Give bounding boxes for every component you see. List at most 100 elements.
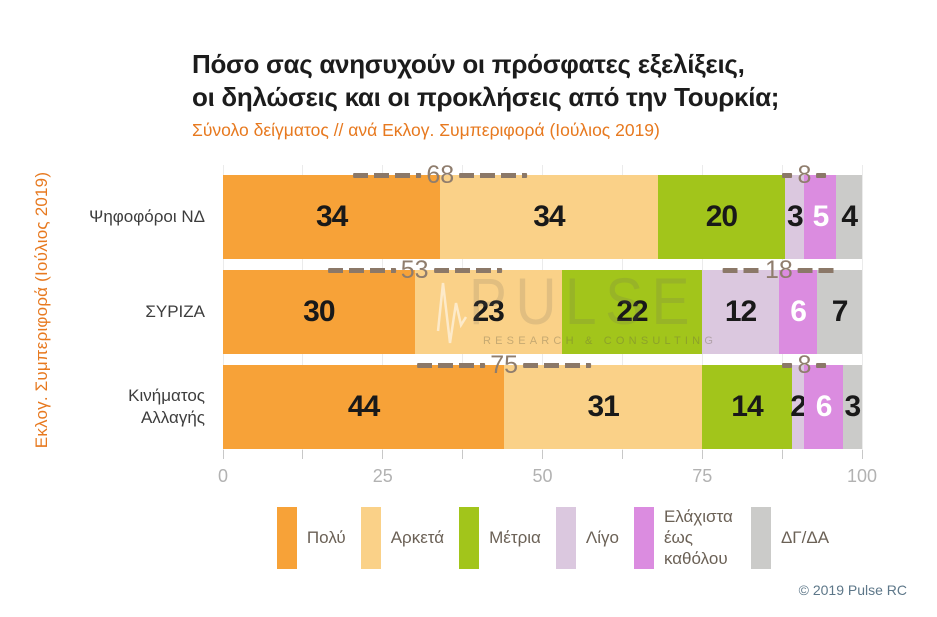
bar-segment: 4: [836, 175, 862, 259]
bar-segment: 3: [842, 365, 862, 449]
legend-label: Μέτρια: [489, 528, 541, 547]
axis-tick-label: 75: [692, 466, 713, 486]
segment-value: 6: [815, 390, 833, 423]
annotation-value: 8: [797, 350, 812, 379]
copyright-note: © 2019 Pulse RC: [798, 582, 907, 598]
bar-segment: 22: [561, 270, 703, 354]
axis-tick: [382, 450, 384, 459]
bar-segment: 30: [223, 270, 415, 354]
gridline: [861, 165, 863, 450]
annotation-dash: [797, 267, 836, 273]
annotation-dash: [782, 362, 793, 368]
legend-swatch: [750, 506, 771, 569]
sum-annotation: 53: [327, 255, 502, 285]
title-block: Πόσο σας ανησυχούν οι πρόσφατες εξελίξει…: [192, 48, 779, 141]
annotation-dash: [327, 267, 396, 273]
chart-title-line2: οι δηλώσεις και οι προκλήσεις από την Το…: [192, 82, 780, 112]
segment-value: 12: [724, 295, 757, 328]
legend-item: Λίγο: [555, 506, 619, 569]
segment-value: 5: [812, 200, 830, 233]
sum-annotation: 18: [722, 255, 836, 285]
bar-segment: 31: [504, 365, 703, 449]
axis-tick-label: 25: [372, 466, 393, 486]
heartbeat-icon: [435, 273, 469, 352]
sum-annotation: 8: [782, 350, 827, 380]
segment-value: 2: [790, 390, 807, 423]
legend-label: ΔΓ/ΔΑ: [780, 528, 830, 547]
annotation-dash: [433, 267, 502, 273]
annotation-dash: [782, 172, 793, 178]
segment-value: 44: [347, 390, 380, 423]
segment-value: 6: [790, 295, 807, 328]
legend-swatch: [555, 506, 576, 569]
bar-row: Κινήματος Αλλαγής 44 31 14 2 6 3 75 8: [128, 352, 862, 449]
annotation-dash: [523, 362, 592, 368]
legend-item: Μέτρια: [459, 506, 541, 569]
bar-row: Ψηφοφόροι ΝΔ 34 34 20 3 5 4 68 8: [89, 162, 862, 259]
axis-tick: [621, 450, 623, 459]
segment-value: 22: [616, 295, 648, 328]
axis-tick-label: 0: [217, 466, 229, 486]
segment-value: 14: [731, 390, 763, 423]
sum-annotation: 68: [353, 160, 528, 190]
bar-rows: Ψηφοφόροι ΝΔ 34 34 20 3 5 4 68 8 ΣΥΡΙΖΑ 30 23 22 12 6 7…: [89, 162, 862, 449]
legend-swatch: [276, 506, 297, 569]
chart-subtitle: Σύνολο δείγματος // ανά Εκλογ. Συμπεριφο…: [192, 120, 660, 140]
plot-area: PULSE RESEARCH & CONSULTING Ψηφοφόροι ΝΔ…: [89, 162, 877, 495]
x-axis: 0 25 50 75 100: [218, 450, 877, 495]
annotation-value: 53: [400, 255, 429, 284]
legend-label: Λίγο: [585, 528, 619, 547]
annotation-value: 75: [490, 350, 519, 379]
legend-swatch: [360, 506, 381, 569]
legend-label: Ελάχιστα έως καθόλου: [663, 507, 733, 568]
segment-value: 3: [787, 200, 804, 233]
segment-value: 4: [841, 200, 858, 233]
legend-item: ΔΓ/ΔΑ: [750, 506, 830, 569]
legend-item: Ελάχιστα έως καθόλου: [633, 506, 736, 569]
watermark-tagline: RESEARCH & CONSULTING: [483, 335, 718, 347]
legend: Πολύ Αρκετά Μέτρια Λίγο Ελάχιστα έως καθόλου…: [223, 506, 883, 569]
category-label: Κινήματος Αλλαγής: [128, 386, 205, 427]
y-axis-title: Εκλογ. Συμπεριφορά (Ιούλιος 2019): [32, 171, 51, 449]
annotation-dash: [816, 172, 827, 178]
bar-segment: 7: [817, 270, 862, 354]
bar-segment: 6: [778, 270, 818, 354]
segment-value: 7: [831, 295, 849, 328]
axis-tick: [222, 450, 224, 459]
annotation-value: 68: [426, 160, 455, 189]
bar-segment: 44: [223, 365, 505, 449]
legend-label: Αρκετά: [390, 528, 445, 547]
bar-segment: 12: [702, 270, 779, 354]
sum-annotation: 8: [782, 160, 827, 190]
annotation-dash: [353, 172, 422, 178]
segment-value: 34: [315, 200, 348, 233]
bar-segment: 2: [790, 365, 807, 449]
legend-item: Αρκετά: [360, 506, 445, 569]
category-label: Ψηφοφόροι ΝΔ: [89, 207, 205, 226]
annotation-dash: [722, 267, 761, 273]
chart-title: Πόσο σας ανησυχούν οι πρόσφατες εξελίξει…: [192, 48, 779, 114]
segment-value: 30: [303, 295, 335, 328]
segment-value: 3: [844, 390, 862, 423]
axis-tick-label: 100: [846, 466, 878, 486]
bar-segment: 5: [804, 175, 837, 259]
axis-tick: [542, 450, 543, 459]
watermark-brand: PULSE: [469, 264, 699, 338]
segment-value: 31: [587, 390, 620, 423]
segment-value: 20: [705, 200, 738, 233]
bar-segment: 20: [657, 175, 786, 259]
bar-segment: 34: [223, 175, 441, 259]
bar-segment: 14: [702, 365, 792, 449]
bar-segment: 6: [804, 365, 843, 449]
annotation-dash: [816, 362, 827, 368]
axis-tick-label: 50: [532, 466, 553, 486]
chart-title-line1: Πόσο σας ανησυχούν οι πρόσφατες εξελίξει…: [192, 49, 745, 79]
annotation-value: 8: [797, 160, 812, 189]
legend-item: Πολύ: [276, 506, 346, 569]
legend-label: Πολύ: [306, 528, 346, 547]
axis-tick: [462, 450, 464, 459]
axis-tick: [302, 450, 304, 459]
annotation-value: 18: [765, 255, 793, 284]
axis-tick: [861, 450, 863, 459]
